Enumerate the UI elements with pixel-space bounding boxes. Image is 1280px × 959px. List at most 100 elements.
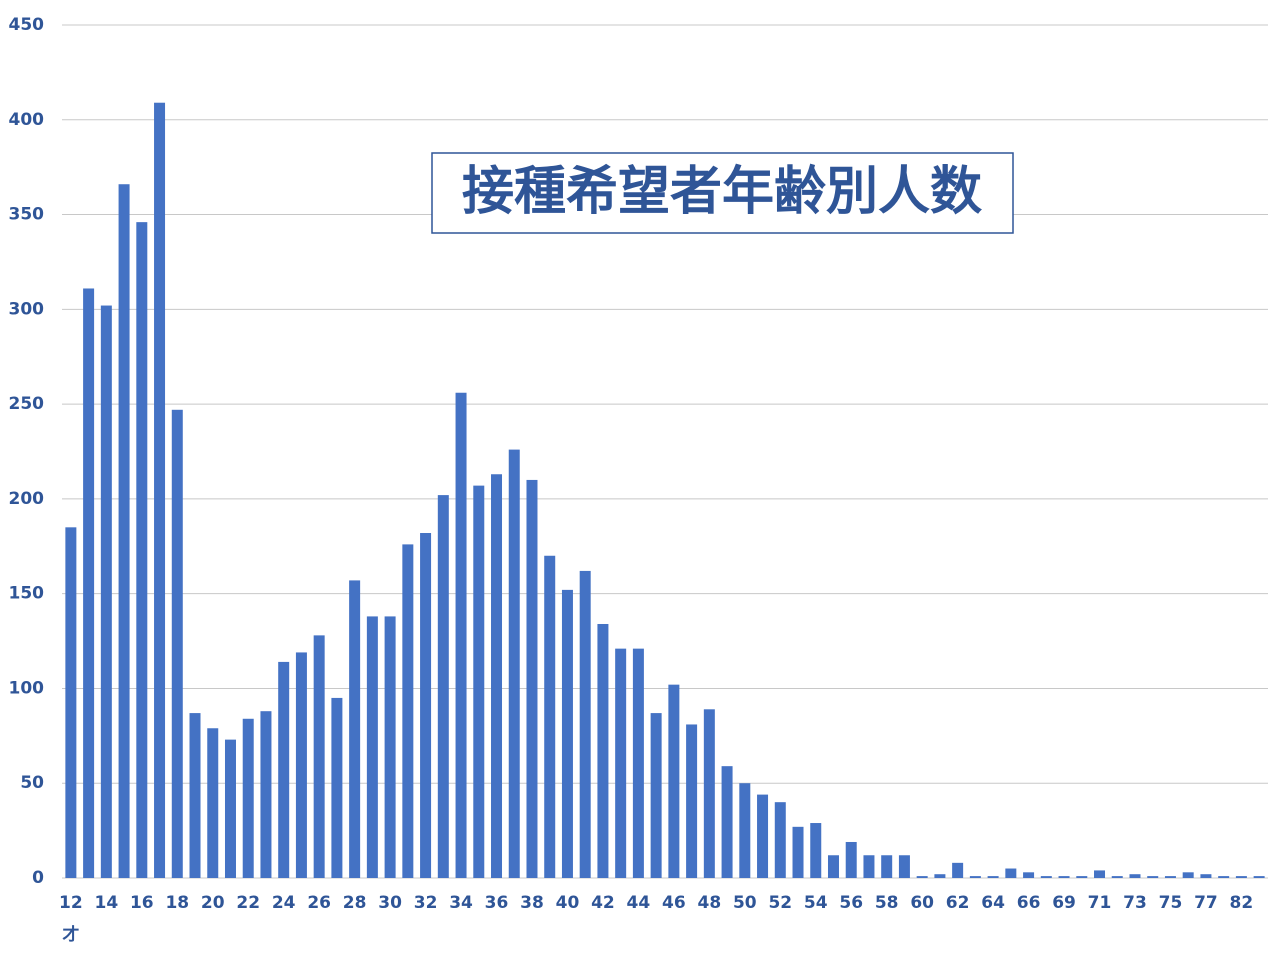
x-tick-label: 42 — [591, 893, 615, 913]
bar — [739, 783, 751, 878]
title-box — [431, 152, 1014, 234]
bar — [1253, 876, 1265, 878]
bar — [136, 222, 148, 879]
bar — [207, 728, 219, 878]
bar — [1094, 870, 1106, 878]
x-tick-label: 18 — [165, 893, 189, 913]
x-tick-label: 48 — [698, 893, 722, 913]
bar — [1164, 876, 1176, 878]
x-tick-label: 66 — [1017, 893, 1041, 913]
bar — [171, 409, 183, 878]
bar — [508, 449, 520, 878]
x-tick-label: 62 — [946, 893, 970, 913]
bar — [331, 697, 343, 878]
bar — [1129, 874, 1141, 878]
bar — [1058, 876, 1070, 878]
x-tick-label: 71 — [1088, 893, 1112, 913]
x-tick-label: 64 — [981, 893, 1005, 913]
x-tick-label: 40 — [556, 893, 580, 913]
bar — [526, 479, 538, 878]
x-unit-label: 才 — [62, 924, 79, 945]
bar — [827, 855, 839, 878]
bar — [366, 616, 378, 878]
bar — [561, 589, 573, 878]
x-tick-label: 24 — [272, 893, 296, 913]
bar — [579, 570, 591, 878]
bar — [278, 661, 290, 878]
y-tick-label: 250 — [9, 394, 45, 414]
x-tick-label: 69 — [1052, 893, 1076, 913]
x-tick-label: 28 — [343, 893, 367, 913]
y-tick-label: 0 — [32, 868, 44, 888]
x-tick-label: 46 — [662, 893, 686, 913]
bar — [65, 527, 77, 878]
x-tick-label: 56 — [839, 893, 863, 913]
bar — [242, 718, 254, 878]
x-tick-label: 20 — [201, 893, 225, 913]
y-tick-label: 300 — [9, 299, 45, 319]
bar — [1023, 872, 1035, 878]
bar — [1235, 876, 1247, 878]
bar — [721, 766, 733, 878]
bar — [810, 823, 822, 878]
bar — [650, 713, 662, 878]
x-tick-label: 54 — [804, 893, 828, 913]
y-tick-label: 50 — [20, 773, 44, 793]
bar — [898, 855, 910, 878]
x-tick-label: 14 — [95, 893, 119, 913]
chart-title: 接種希望者年齢別人数 — [462, 162, 982, 222]
bar — [295, 652, 307, 878]
bar — [420, 533, 432, 878]
x-tick-label: 77 — [1194, 893, 1218, 913]
bar — [1200, 874, 1212, 878]
bar — [1005, 868, 1017, 878]
bar — [987, 876, 999, 878]
bar — [969, 876, 981, 878]
x-tick-label: 58 — [875, 893, 899, 913]
x-tick-label: 12 — [59, 893, 83, 913]
bar — [934, 874, 946, 878]
bar — [402, 544, 414, 878]
bar — [632, 648, 644, 878]
x-tick-label: 16 — [130, 893, 154, 913]
bar — [615, 648, 627, 878]
y-tick-label: 350 — [9, 205, 45, 225]
bar — [863, 855, 875, 878]
y-tick-label: 400 — [9, 110, 45, 130]
bar — [473, 485, 485, 878]
x-tick-label: 60 — [910, 893, 934, 913]
bar — [154, 102, 166, 879]
bar — [881, 855, 893, 878]
x-tick-label: 52 — [768, 893, 792, 913]
bar — [686, 724, 698, 878]
bar — [1182, 872, 1194, 878]
x-tick-label: 30 — [378, 893, 402, 913]
x-tick-label: 36 — [485, 893, 509, 913]
y-tick-label: 150 — [9, 584, 45, 604]
x-tick-label: 22 — [236, 893, 260, 913]
bar — [544, 555, 556, 878]
x-tick-label: 38 — [520, 893, 544, 913]
bar — [118, 184, 130, 878]
bar — [491, 474, 503, 878]
bar — [597, 623, 609, 878]
bar — [100, 305, 112, 878]
y-tick-label: 450 — [9, 15, 45, 35]
x-tick-label: 82 — [1230, 893, 1254, 913]
y-tick-label: 200 — [9, 489, 45, 509]
bar — [1076, 876, 1088, 878]
bar — [1111, 876, 1123, 878]
bar — [703, 709, 715, 878]
x-tick-label: 50 — [733, 893, 757, 913]
bar — [757, 794, 769, 878]
bar — [455, 392, 467, 878]
bar — [1218, 876, 1230, 878]
bar — [774, 802, 786, 878]
bar — [952, 862, 964, 878]
bar — [384, 616, 396, 878]
x-tick-label: 73 — [1123, 893, 1147, 913]
x-tick-label: 32 — [414, 893, 438, 913]
bar — [792, 826, 804, 878]
bar — [260, 711, 272, 878]
